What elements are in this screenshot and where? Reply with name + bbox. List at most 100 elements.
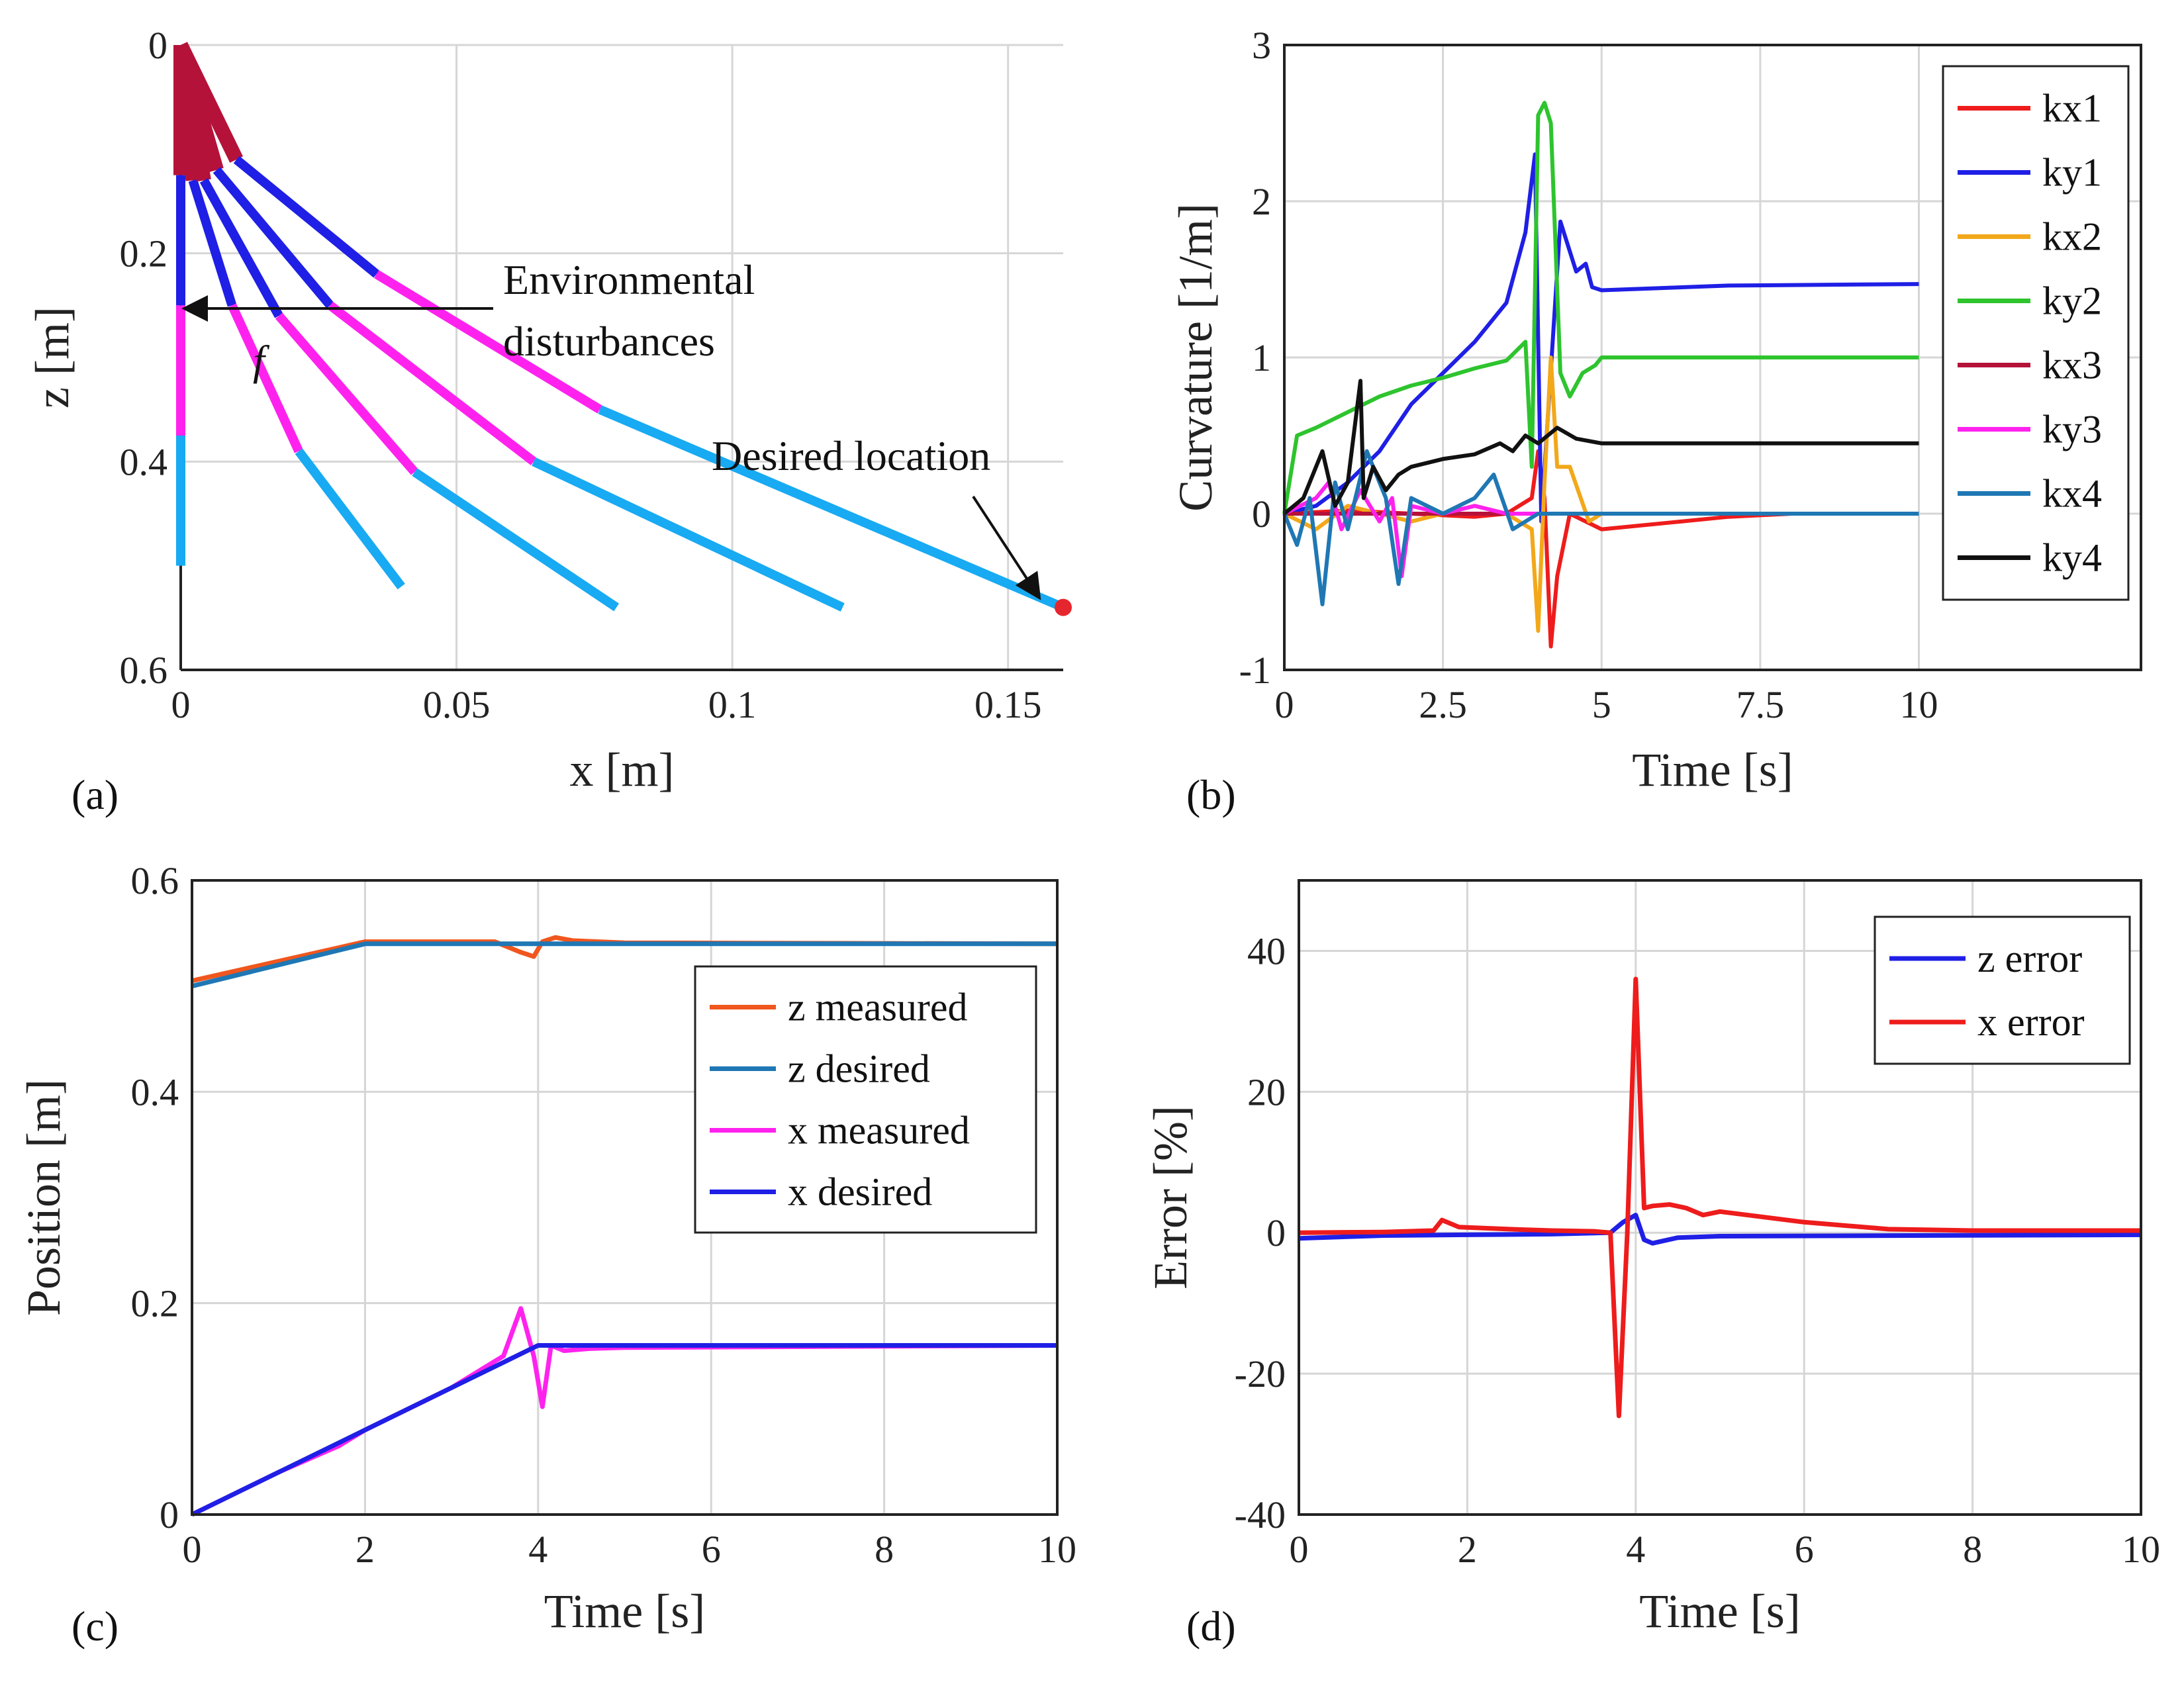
legend-label: kx3 (2042, 344, 2102, 387)
legend-label: ky4 (2042, 536, 2102, 580)
x-tick-label: 2 (356, 1528, 375, 1571)
y-tick-label: 0 (1266, 1211, 1286, 1254)
y-tick-label: 3 (1252, 24, 1271, 67)
curve-segment-shape-4 (532, 457, 845, 612)
curve-segment-shape-2 (228, 303, 303, 453)
series-line-x-measured (191, 1306, 1058, 1517)
y-tick-label: 0.4 (131, 1070, 179, 1113)
legend-label: x error (1977, 1000, 2085, 1044)
series-line-x-error (1298, 976, 2141, 1419)
y-axis-label: Curvature [1/m] (1169, 203, 1222, 512)
x-tick-label: 10 (1038, 1528, 1076, 1571)
x-tick-label: 0.05 (423, 683, 491, 726)
legend-label: z error (1977, 937, 2082, 980)
curve-segment-shape-3 (412, 468, 620, 612)
curve-segment-shape-4 (327, 301, 537, 465)
series-line-ky4 (1283, 379, 1919, 516)
y-tick-label: -1 (1239, 649, 1271, 692)
legend-label: z measured (788, 986, 968, 1029)
x-axis-label: x [m] (570, 743, 675, 796)
axes-frame (1283, 44, 2142, 671)
x-tick-label: 10 (2122, 1528, 2160, 1571)
series-line-ky2 (1282, 101, 1919, 514)
x-tick-label: 0.1 (708, 683, 757, 726)
x-tick-label: 4 (528, 1528, 547, 1571)
series-line-z-desired (191, 941, 1057, 989)
legend-box (694, 965, 1037, 1234)
x-axis-label: Time [s] (1632, 743, 1793, 796)
x-tick-label: 8 (1963, 1528, 1982, 1571)
x-tick-label: 10 (1900, 683, 1938, 726)
panel-label-b: (b) (1186, 771, 1236, 818)
series-line-kx2 (1283, 355, 1919, 633)
y-tick-label: -20 (1235, 1352, 1286, 1395)
legend-label: ky3 (2042, 408, 2102, 451)
x-axis-label: Time [s] (544, 1585, 705, 1638)
y-tick-label: 0 (148, 24, 167, 67)
plot-area (181, 45, 1063, 670)
panel-label-d: (d) (1186, 1603, 1236, 1650)
x-tick-label: 6 (1795, 1528, 1814, 1571)
legend-label: kx4 (2042, 472, 2102, 516)
axes-frame (1298, 879, 2142, 1516)
x-tick-label: 8 (875, 1528, 894, 1571)
legend-label: x desired (788, 1170, 932, 1214)
curve-segment-shape-2 (295, 448, 405, 590)
y-tick-label: 1 (1252, 336, 1271, 379)
y-tick-label: 20 (1247, 1070, 1286, 1113)
target-point (1055, 598, 1072, 616)
x-axis-label: Time [s] (1639, 1585, 1800, 1638)
x-tick-label: 0 (1290, 1528, 1309, 1571)
annotation-desired-location: Desired location (712, 432, 990, 479)
x-tick-label: 2 (1458, 1528, 1477, 1571)
x-tick-label: 0 (171, 683, 191, 726)
y-tick-label: 0 (1252, 492, 1271, 536)
y-tick-label: 0.6 (120, 649, 168, 692)
series-line-kx4 (1282, 449, 1919, 606)
panel-c-position-plot: 0 2 4 6 8 10 0 0.2 0.4 0.6 Time [s] Position [m] z m… (17, 859, 1076, 1638)
x-tick-label: 0.15 (974, 683, 1042, 726)
legend-label: kx1 (2042, 87, 2102, 130)
series-line-ky1 (1284, 152, 1919, 524)
x-tick-label: 0 (183, 1528, 202, 1571)
curve-segment-shape-5 (598, 405, 1065, 612)
y-tick-label: 0.4 (120, 440, 168, 483)
desired-arrow (972, 495, 1041, 600)
panel-label-a: (a) (71, 771, 119, 818)
annotation-disturbances: disturbances (503, 318, 715, 365)
legend-label: x measured (788, 1109, 970, 1152)
annotation-environmental: Environmental (503, 256, 755, 303)
legend-label: kx2 (2042, 215, 2102, 259)
x-tick-label: 6 (702, 1528, 721, 1571)
y-tick-label: 0.2 (131, 1282, 179, 1325)
panel-label-c: (c) (71, 1603, 119, 1650)
y-axis-label: Position [m] (17, 1079, 70, 1316)
y-tick-label: 0 (160, 1493, 179, 1536)
y-tick-label: 2 (1252, 180, 1271, 223)
curve-segment-shape-5 (374, 270, 602, 414)
curve-segment-shape-5 (174, 42, 244, 163)
y-tick-label: 40 (1247, 929, 1286, 972)
legend-label: z desired (788, 1047, 930, 1091)
y-tick-label: -40 (1235, 1493, 1286, 1536)
curve-segment-shape-2 (188, 179, 237, 307)
x-tick-label: 7.5 (1736, 683, 1785, 726)
y-tick-label: 0.2 (120, 232, 168, 275)
y-axis-label: z [m] (26, 306, 79, 408)
legend-label: ky2 (2042, 279, 2102, 323)
curve-segment-shape-5 (233, 156, 380, 278)
panel-a-shape-plot: 0 0.05 0.1 0.15 0 0.2 0.4 0.6 x [m] z [m] Environm… (26, 24, 1072, 796)
legend-box (1942, 65, 2130, 601)
legend-box (1874, 915, 2131, 1065)
y-tick-label: 0.6 (131, 859, 179, 902)
axes-frame (191, 879, 1059, 1516)
panel-d-error-plot: 0 2 4 6 8 10 -40 -20 0 20 40 Time [s] Error [%] z err… (1144, 879, 2160, 1638)
x-tick-label: 5 (1592, 683, 1611, 726)
x-tick-label: 2.5 (1419, 683, 1467, 726)
x-tick-label: 4 (1626, 1528, 1645, 1571)
curve-segment-shape-3 (275, 312, 418, 475)
y-axis-label: Error [%] (1144, 1105, 1197, 1289)
x-tick-label: 0 (1275, 683, 1294, 726)
